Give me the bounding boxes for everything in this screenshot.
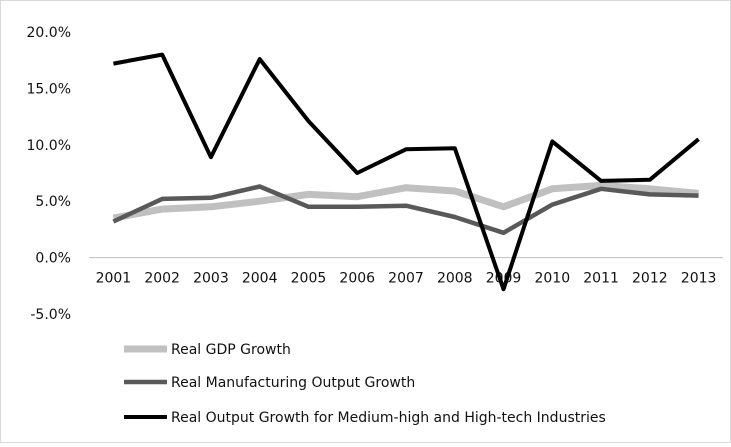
x-tick-label: 2001: [96, 271, 132, 287]
x-tick-label: 2004: [242, 271, 278, 287]
y-tick-label: 20.0%: [27, 25, 71, 41]
x-tick-label: 2006: [339, 271, 375, 287]
x-tick-label: 2013: [681, 271, 717, 287]
legend-label: Real Manufacturing Output Growth: [171, 375, 415, 391]
x-tick-label: 2011: [583, 271, 619, 287]
x-tick-label: 2010: [534, 271, 570, 287]
legend-label: Real Output Growth for Medium-high and H…: [171, 410, 606, 426]
y-tick-label: -5.0%: [30, 307, 71, 323]
x-tick-label: 2003: [193, 271, 229, 287]
x-tick-label: 2005: [291, 271, 327, 287]
y-tick-label: 0.0%: [35, 251, 71, 267]
x-tick-label: 2008: [437, 271, 473, 287]
y-tick-label: 5.0%: [35, 194, 71, 210]
legend: Real GDP Growth Real Manufacturing Output…: [124, 342, 606, 426]
series-line-3: [113, 55, 698, 290]
series-lines: [113, 55, 698, 290]
legend-label: Real GDP Growth: [171, 342, 291, 358]
x-tick-label: 2007: [388, 271, 424, 287]
x-tick-label: 2002: [144, 271, 180, 287]
y-axis-tick-labels: 20.0% 15.0% 10.0% 5.0% 0.0% -5.0%: [27, 25, 71, 323]
y-tick-label: 10.0%: [27, 138, 71, 154]
y-tick-label: 15.0%: [27, 81, 71, 97]
x-tick-label: 2012: [632, 271, 668, 287]
